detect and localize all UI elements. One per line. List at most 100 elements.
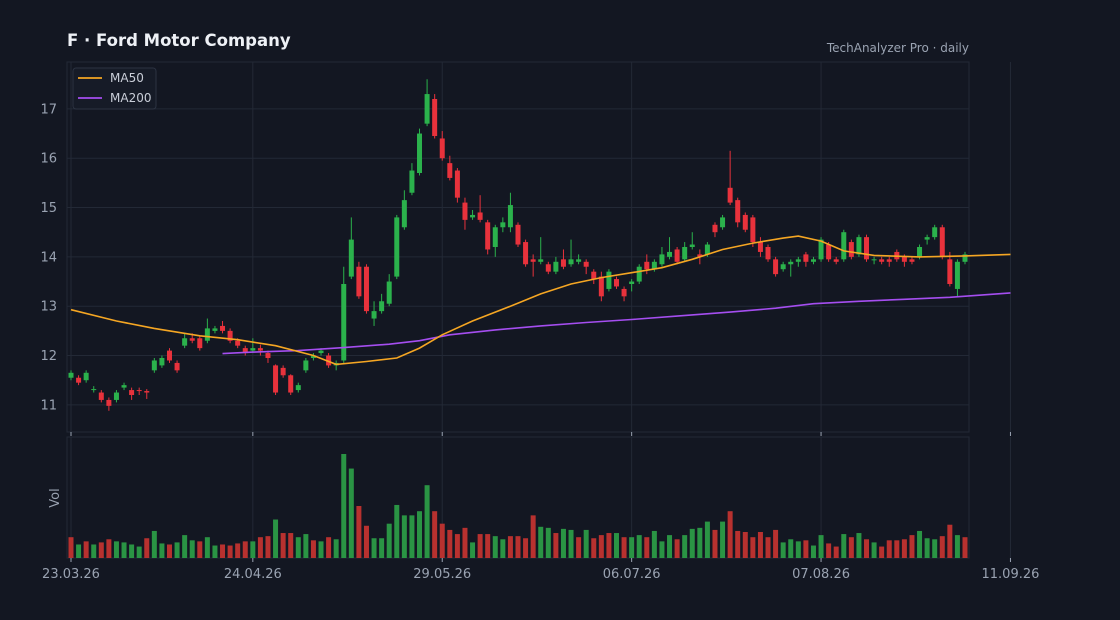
candle-body <box>136 390 142 392</box>
candle-body <box>189 338 195 341</box>
volume-bar <box>76 544 82 558</box>
volume-panel: 23.03.26 24.04.26 29.05.26 06.07.26 07.08.26… <box>42 436 1039 582</box>
candle-body <box>917 247 923 257</box>
volume-bar <box>356 506 362 558</box>
volume-bar <box>257 537 263 558</box>
candle-body <box>326 355 332 366</box>
volume-bar <box>613 533 619 558</box>
ma200-line <box>222 292 1011 355</box>
volume-bar <box>788 539 794 558</box>
volume-bar <box>477 534 483 558</box>
volume-bar <box>856 533 862 558</box>
volume-bar <box>591 538 597 558</box>
volume-bar <box>682 535 688 558</box>
candle-body <box>492 227 498 247</box>
y-tick-label: 13 <box>40 300 57 315</box>
candle-body <box>833 259 839 262</box>
volume-bar <box>91 544 97 558</box>
volume-bar <box>417 511 423 558</box>
volume-bar <box>500 539 506 558</box>
volume-bar <box>720 521 726 558</box>
candle-body <box>667 251 673 257</box>
candle-body <box>773 259 779 275</box>
candle-body <box>166 350 172 361</box>
candle-body <box>538 259 544 262</box>
volume-bar <box>462 527 468 558</box>
candle-body <box>704 244 710 255</box>
candle-body <box>303 360 309 371</box>
candle-body <box>295 385 301 391</box>
candle-body <box>507 205 513 228</box>
candle-body <box>68 372 74 378</box>
candle-body <box>689 244 695 247</box>
volume-bar <box>871 542 877 558</box>
candle-body <box>727 187 733 203</box>
candle-body <box>76 377 82 383</box>
candle-body <box>576 259 582 262</box>
candle-body <box>454 170 460 198</box>
candle-body <box>591 271 597 280</box>
legend-label: MA200 <box>110 91 151 105</box>
y-tick-label: 11 <box>40 398 57 413</box>
volume-bar <box>689 528 695 558</box>
volume-bar <box>386 523 392 558</box>
candle-body <box>356 266 362 297</box>
volume-bar <box>220 544 226 558</box>
candle-body <box>242 348 248 354</box>
candle-body <box>636 266 642 282</box>
y-tick-label: 16 <box>40 152 57 167</box>
volume-bar <box>947 524 953 558</box>
volume-bar <box>818 535 824 558</box>
candle-body <box>932 227 938 238</box>
volume-bar <box>235 543 241 558</box>
volume-bar <box>174 542 180 558</box>
candle-body <box>417 133 423 173</box>
candle-body <box>606 271 612 289</box>
volume-bar <box>333 539 339 558</box>
volume-bar <box>144 538 150 558</box>
volume-bar <box>773 529 779 558</box>
volume-bar <box>750 537 756 558</box>
legend: MA50 MA200 <box>72 67 157 110</box>
volume-bar <box>326 537 332 558</box>
candle-body <box>280 367 286 376</box>
candle-body <box>962 254 968 262</box>
volume-bar <box>318 541 324 558</box>
x-tick-label: 06.07.26 <box>603 567 661 582</box>
candle-body <box>371 311 377 319</box>
volume-bar <box>576 537 582 558</box>
volume-bar <box>371 538 377 558</box>
y-tick-label: 14 <box>40 250 57 265</box>
candle-body <box>712 224 718 233</box>
candle-body <box>530 259 536 262</box>
candle-body <box>432 99 438 136</box>
candle-body <box>621 288 627 297</box>
candle-body <box>144 391 150 393</box>
volume-bar <box>667 535 673 558</box>
volume-bar <box>280 533 286 558</box>
volume-bar <box>197 541 203 558</box>
volume-bar <box>568 529 574 558</box>
volume-bar <box>394 504 400 558</box>
volume-bar <box>530 515 536 558</box>
candle-body <box>674 249 680 262</box>
candle-body <box>924 237 930 240</box>
volume-bar <box>348 468 354 558</box>
candle-body <box>659 254 665 265</box>
candle-body <box>273 365 279 393</box>
candle-body <box>197 338 203 349</box>
candle-body <box>235 340 241 346</box>
volume-bar <box>644 537 650 558</box>
volume-bar <box>826 543 832 558</box>
y-tick-label: 17 <box>40 102 57 117</box>
volume-bar <box>621 537 627 558</box>
candle-body <box>288 375 294 393</box>
volume-bar <box>189 540 195 558</box>
candle-body <box>848 242 854 257</box>
volume-bar <box>409 515 415 558</box>
volume-bar <box>848 537 854 558</box>
candle-body <box>947 259 953 284</box>
y-tick-label: 12 <box>40 349 57 364</box>
candle-body <box>613 279 619 287</box>
volume-bar <box>507 536 513 558</box>
